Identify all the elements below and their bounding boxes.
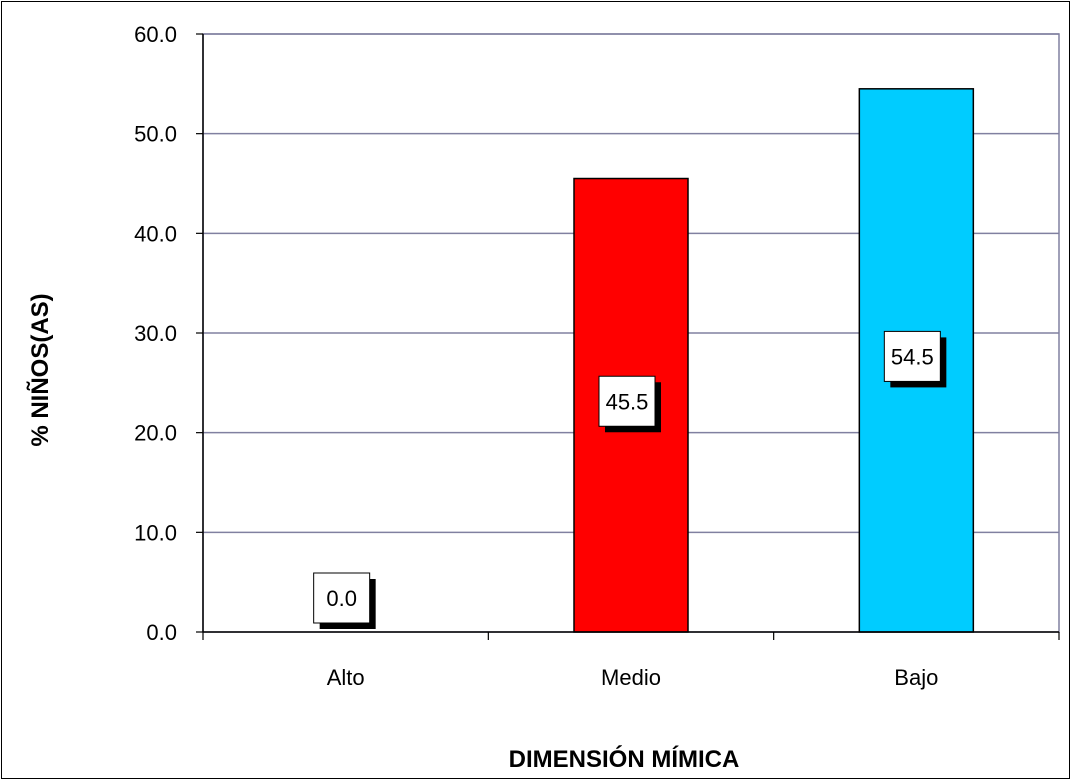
- x-tick-label: Bajo: [894, 665, 938, 690]
- data-label: 54.5: [891, 344, 934, 369]
- x-tick-label: Alto: [327, 665, 365, 690]
- data-label: 0.0: [326, 586, 357, 611]
- y-tick-label: 20.0: [134, 421, 177, 446]
- y-axis-title: % NIÑOS(AS): [26, 293, 54, 446]
- y-tick-label: 60.0: [134, 22, 177, 47]
- y-tick-label: 40.0: [134, 221, 177, 246]
- data-label-box: [598, 375, 656, 427]
- axes: 0.0 10.0 20.0 30.0 40.0 50.0 60.0 Alto Medio Bajo: [134, 22, 1060, 690]
- x-tick-label: Medio: [601, 665, 661, 690]
- data-label-box: [313, 572, 371, 624]
- y-tick-label: 10.0: [134, 520, 177, 545]
- y-tick-label: 30.0: [134, 321, 177, 346]
- y-tick-label: 0.0: [146, 620, 177, 645]
- data-labels: 0.0 45.5 54.5: [313, 330, 947, 629]
- y-tick-label: 50.0: [134, 122, 177, 147]
- x-axis-title: DIMENSIÓN MÍMICA: [509, 745, 740, 773]
- data-label-box: [883, 330, 941, 382]
- data-label: 45.5: [606, 389, 649, 414]
